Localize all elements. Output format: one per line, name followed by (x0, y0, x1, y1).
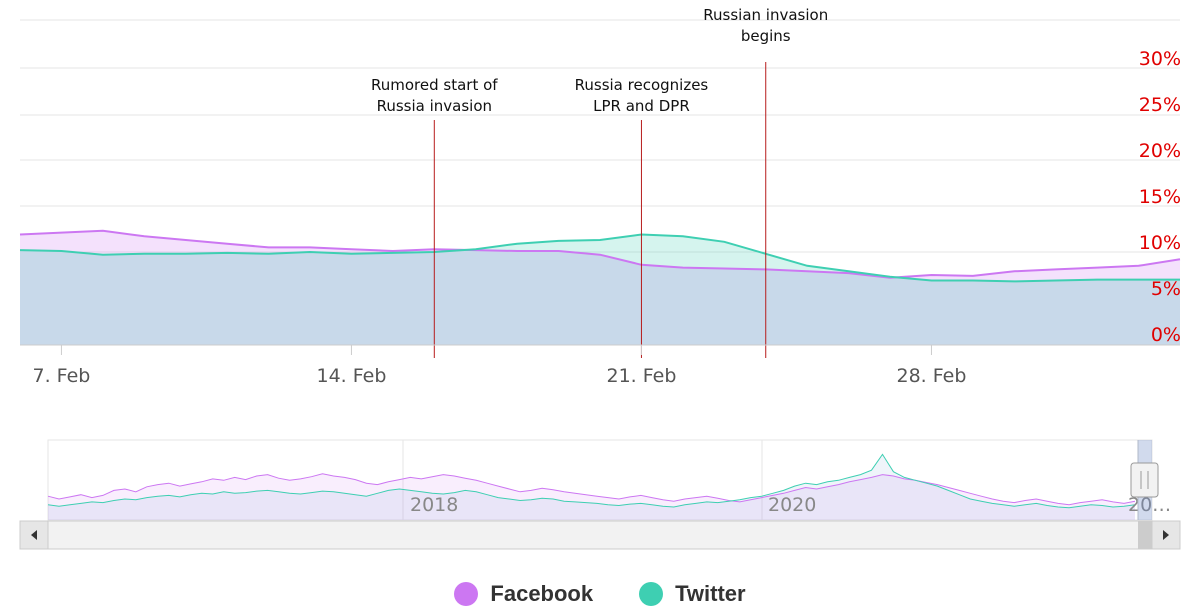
navigator-twitter-area (48, 454, 1135, 520)
annotation-label-0-0: Rumored start of (371, 76, 498, 94)
legend: Facebook Twitter (0, 576, 1200, 612)
navigator-twitter-line (47, 453, 1136, 509)
navigator-tick-label-2: 20… (1128, 494, 1171, 516)
y-axis: 0% 5% 10% 15% 20% 25% 30% (1139, 48, 1181, 346)
twitter-legend-dot-icon (639, 582, 664, 606)
annotation-label-1-0: Russia recognizes (575, 76, 709, 94)
x-tick-label-3: 28. Feb (897, 365, 967, 387)
y-tick-label-6: 30% (1139, 48, 1181, 70)
x-tick-label-0: 7. Feb (33, 365, 91, 387)
scrollbar-thumb[interactable] (1138, 521, 1152, 549)
annotation-label-1-1: LPR and DPR (593, 97, 690, 115)
navigator-facebook-area (48, 473, 1135, 520)
navigator-tick-label-0: 2018 (410, 494, 458, 516)
y-tick-label-2: 10% (1139, 232, 1181, 254)
legend-item-twitter[interactable]: Twitter (639, 581, 746, 607)
y-tick-label-1: 5% (1151, 278, 1181, 300)
event-annotations: Rumored start of Russia invasion Russia re… (371, 6, 828, 358)
navigator-scrollbar[interactable] (19, 520, 1181, 550)
y-tick-label-0: 0% (1151, 324, 1181, 346)
navigator-handle-body[interactable] (1130, 462, 1159, 498)
navigator-facebook-line (47, 473, 1136, 506)
series-lines (19, 229, 1181, 283)
overlap-area (20, 250, 1180, 345)
x-tick-label-1: 14. Feb (316, 365, 386, 387)
series-areas (20, 230, 1180, 345)
legend-label-facebook: Facebook (490, 581, 594, 606)
navigator-tick-label-1: 2020 (768, 494, 816, 516)
annotation-label-2-0: Russian invasion (703, 6, 828, 24)
y-tick-label-5: 25% (1139, 94, 1181, 116)
twitter-line (19, 233, 1180, 283)
scroll-left-arrow-icon (31, 530, 37, 540)
y-tick-label-4: 20% (1139, 140, 1181, 162)
y-tick-label-3: 15% (1139, 186, 1181, 208)
legend-item-facebook[interactable]: Facebook (454, 581, 593, 607)
navigator-handle[interactable] (1130, 462, 1159, 498)
annotation-label-2-1: begins (741, 27, 791, 45)
x-axis: 7. Feb 14. Feb 21. Feb 28. Feb (20, 344, 1180, 387)
scroll-right-arrow-icon (1163, 530, 1169, 540)
chart-canvas: Rumored start of Russia invasion Russia re… (19, 6, 1181, 550)
x-tick-label-2: 21. Feb (606, 365, 676, 387)
legend-label-twitter: Twitter (675, 581, 746, 606)
facebook-legend-dot-icon (454, 582, 479, 606)
annotation-label-0-1: Russia invasion (377, 97, 492, 115)
range-navigator[interactable]: 2018 2020 20… (47, 439, 1171, 521)
scrollbar-track[interactable] (19, 520, 1181, 550)
facebook-line (19, 229, 1181, 279)
